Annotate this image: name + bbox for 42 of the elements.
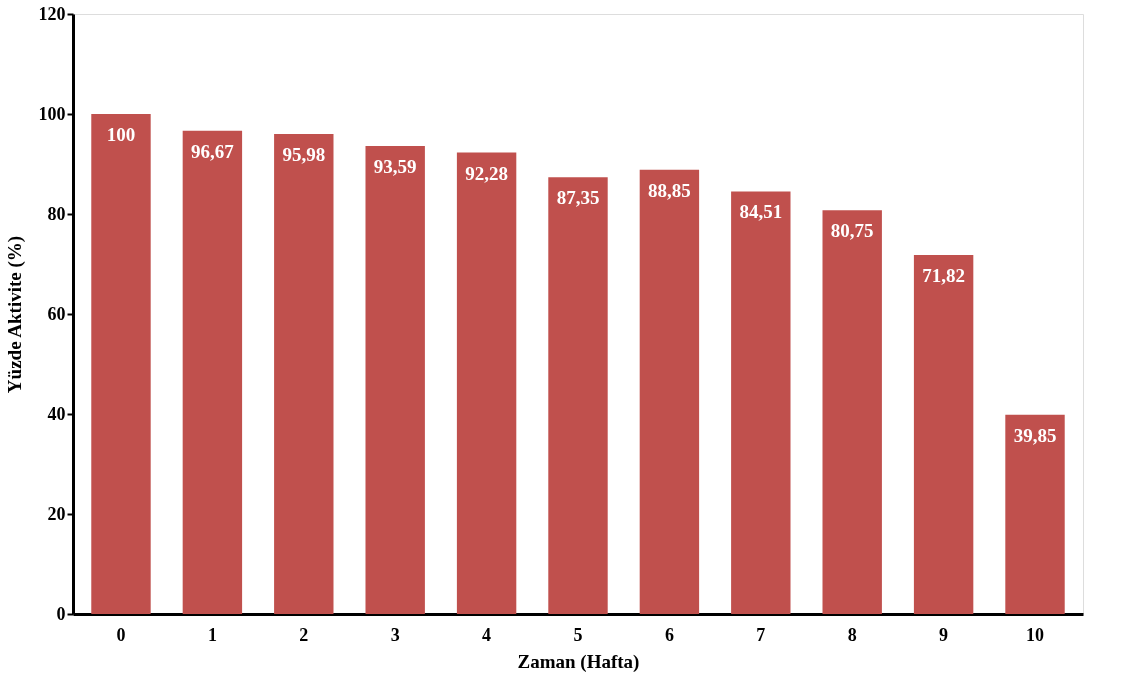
x-tick-label: 5 [573,624,583,645]
data-label: 71,82 [922,264,965,286]
data-label: 92,28 [465,162,508,184]
x-tick-label: 7 [756,624,766,645]
bar [456,152,517,614]
x-tick-label: 3 [390,624,400,645]
x-tick-label: 2 [299,624,309,645]
x-tick-label: 4 [482,624,492,645]
bar [182,130,243,614]
y-tick-label: 60 [47,303,66,324]
data-label: 80,75 [830,220,874,242]
bar [1005,414,1065,614]
bar [731,191,791,614]
x-tick-label: 6 [664,624,674,645]
x-tick-label: 9 [939,624,949,645]
data-label: 88,85 [648,179,691,201]
y-tick-label: 80 [47,203,66,224]
data-label: 100 [106,124,136,145]
y-tick-label: 120 [38,3,66,24]
bar [365,146,425,614]
bar [913,254,974,614]
data-label: 96,67 [191,140,235,162]
data-label: 95,98 [282,144,326,166]
x-axis-title: Zaman (Hafta) [517,650,640,673]
data-label: 93,59 [373,156,417,178]
y-tick-label: 100 [38,103,66,124]
bar [639,169,700,614]
bar [548,177,608,614]
x-tick-label: 1 [207,624,217,645]
x-tick-label: 8 [847,624,857,645]
y-tick-label: 0 [56,603,66,624]
y-axis-title: Yüzde Aktivite (%) [3,235,26,394]
data-label: 84,51 [739,201,783,223]
data-label: 87,35 [556,187,600,209]
bar [274,134,334,614]
y-tick-label: 40 [47,403,66,424]
y-tick-label: 20 [47,503,66,524]
data-label: 39,85 [1013,424,1057,446]
bar [91,114,151,614]
x-tick-label: 10 [1026,624,1045,645]
x-tick-label: 0 [116,624,126,645]
bar [822,210,882,614]
